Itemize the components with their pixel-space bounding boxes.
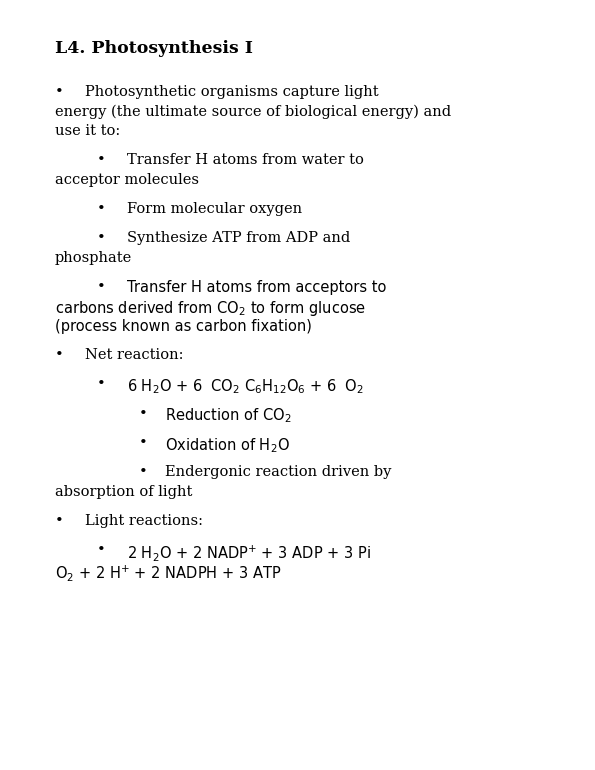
Text: carbons derived from CO$_{2}$ to form glucose: carbons derived from CO$_{2}$ to form gl…	[55, 300, 366, 318]
Text: •: •	[55, 514, 64, 528]
Text: Synthesize ATP from ADP and: Synthesize ATP from ADP and	[127, 231, 350, 245]
Text: 6 H$_{2}$O + 6  CO$_{2}$ C$_{6}$H$_{12}$O$_{6}$ + 6  O$_{2}$: 6 H$_{2}$O + 6 CO$_{2}$ C$_{6}$H$_{12}$O…	[127, 377, 364, 396]
Text: •: •	[55, 348, 64, 362]
Text: •: •	[97, 377, 106, 391]
Text: energy (the ultimate source of biological energy) and: energy (the ultimate source of biologica…	[55, 105, 451, 119]
Text: acceptor molecules: acceptor molecules	[55, 172, 199, 186]
Text: phosphate: phosphate	[55, 250, 132, 265]
Text: •: •	[139, 407, 148, 420]
Text: 2 H$_{2}$O + 2 NADP$^{+}$ + 3 ADP + 3 Pi: 2 H$_{2}$O + 2 NADP$^{+}$ + 3 ADP + 3 Pi	[127, 543, 371, 563]
Text: Transfer H atoms from water to: Transfer H atoms from water to	[127, 153, 364, 167]
Text: Light reactions:: Light reactions:	[85, 514, 203, 528]
Text: •: •	[139, 465, 148, 479]
Text: L4. Photosynthesis I: L4. Photosynthesis I	[55, 40, 253, 57]
Text: •: •	[139, 436, 148, 450]
Text: •: •	[97, 153, 106, 167]
Text: Transfer H atoms from acceptors to: Transfer H atoms from acceptors to	[127, 280, 386, 295]
Text: (process known as carbon fixation): (process known as carbon fixation)	[55, 319, 312, 334]
Text: Oxidation of H$_{2}$O: Oxidation of H$_{2}$O	[165, 436, 290, 454]
Text: Endergonic reaction driven by: Endergonic reaction driven by	[165, 465, 392, 479]
Text: Photosynthetic organisms capture light: Photosynthetic organisms capture light	[85, 85, 378, 99]
Text: •: •	[97, 543, 106, 557]
Text: O$_{2}$ + 2 H$^{+}$ + 2 NADPH + 3 ATP: O$_{2}$ + 2 H$^{+}$ + 2 NADPH + 3 ATP	[55, 563, 281, 583]
Text: •: •	[97, 202, 106, 216]
Text: Net reaction:: Net reaction:	[85, 348, 183, 362]
Text: absorption of light: absorption of light	[55, 484, 192, 499]
Text: •: •	[97, 231, 106, 245]
Text: •: •	[55, 85, 64, 99]
Text: Form molecular oxygen: Form molecular oxygen	[127, 202, 302, 216]
Text: •: •	[97, 280, 106, 294]
Text: use it to:: use it to:	[55, 124, 120, 138]
Text: Reduction of CO$_{2}$: Reduction of CO$_{2}$	[165, 407, 292, 425]
